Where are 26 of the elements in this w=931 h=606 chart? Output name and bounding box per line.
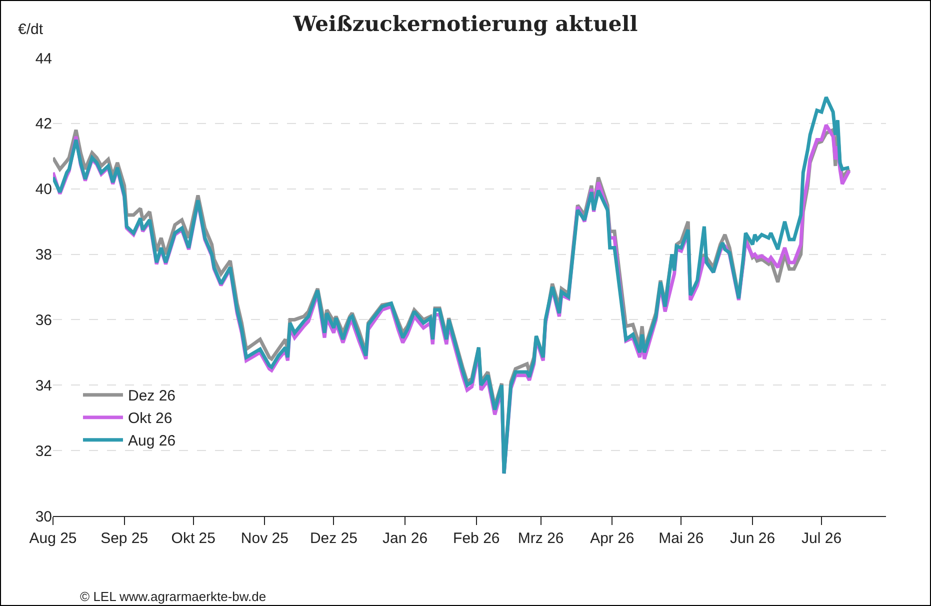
x-tick-label: Jan 26	[382, 530, 428, 547]
x-tick-label: Mrz 26	[518, 530, 564, 547]
y-tick-label: 36	[35, 312, 52, 329]
y-tick-label: 30	[35, 508, 52, 526]
x-tick-label: Dez 25	[310, 530, 358, 547]
x-tick-label: Sep 25	[100, 530, 148, 547]
y-axis-title: €/dt	[18, 21, 44, 38]
x-tick-label: Jul 26	[802, 530, 842, 547]
y-tick-label: 40	[35, 181, 52, 198]
x-tick-label: Aug 25	[29, 530, 77, 547]
legend-label: Dez 26	[128, 388, 176, 405]
legend-label: Aug 26	[128, 432, 176, 450]
legend-label: Okt 26	[128, 410, 172, 428]
x-tick-label: Mai 26	[658, 530, 704, 547]
y-tick-label: 34	[35, 377, 52, 394]
chart-title: Weißzuckernotierung aktuell	[292, 10, 638, 36]
y-tick-label: 44	[35, 50, 52, 68]
x-tick-label: Apr 26	[590, 530, 634, 547]
x-tick-label: Nov 25	[240, 530, 288, 547]
x-tick-label: Feb 26	[453, 530, 500, 547]
y-tick-label: 38	[35, 246, 52, 264]
y-tick-label: 42	[35, 116, 52, 133]
x-tick-label: Jun 26	[730, 530, 776, 547]
x-tick-label: Okt 25	[171, 530, 216, 547]
y-tick-label: 32	[35, 442, 52, 460]
text: © LEL www.agrarmaerkte-bw.de	[80, 589, 266, 604]
